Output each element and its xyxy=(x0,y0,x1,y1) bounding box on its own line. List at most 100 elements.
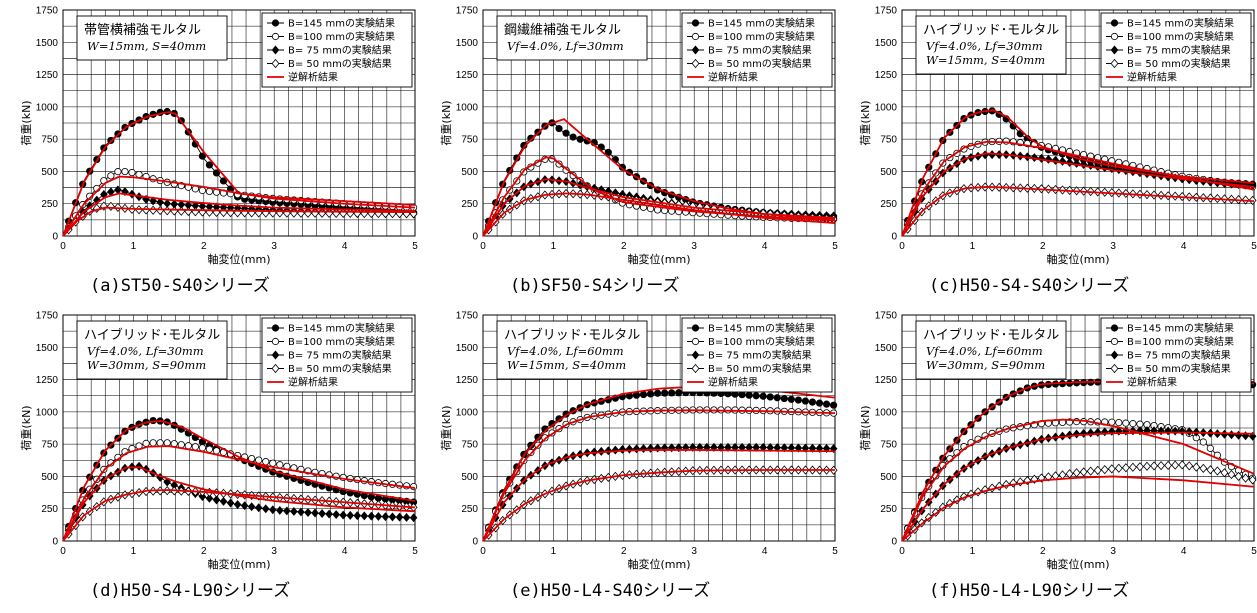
legend-label: B=100 mmの実験結果 xyxy=(1127,335,1234,348)
data-point xyxy=(1072,429,1081,439)
x-tick-label: 5 xyxy=(832,241,838,252)
x-tick-label: 3 xyxy=(271,546,277,557)
chart-panel-3: 0 1 2 3 4 5 0 250 500 750 1000 1250 1500 1750 軸変位(mm) 荷… xyxy=(858,6,1257,297)
y-axis-label: 荷重(kN) xyxy=(439,405,453,450)
data-point xyxy=(409,513,418,523)
data-point xyxy=(766,393,774,401)
data-point xyxy=(576,135,584,143)
material-box xyxy=(76,320,228,380)
x-tick-label: 1 xyxy=(551,546,557,557)
x-axis-label: 軸変位(mm) xyxy=(207,252,270,266)
legend-marker xyxy=(271,19,280,27)
y-tick-label: 1000 xyxy=(36,407,59,418)
legend-box xyxy=(261,12,413,88)
data-point xyxy=(1185,427,1194,437)
data-point xyxy=(156,439,164,447)
legend-label: B= 75 mmの実験結果 xyxy=(708,44,812,57)
data-point xyxy=(297,507,305,517)
legend-marker xyxy=(271,32,280,41)
data-point xyxy=(198,152,206,160)
x-tick-label: 2 xyxy=(1040,546,1046,557)
data-point xyxy=(1121,463,1130,473)
y-tick-label: 1750 xyxy=(456,311,479,322)
data-point xyxy=(1234,471,1243,481)
analysis-curve-2 xyxy=(482,409,836,542)
analysis-curve-1 xyxy=(901,109,1255,237)
data-point xyxy=(1086,161,1095,171)
data-point xyxy=(1227,469,1236,480)
x-tick-label: 2 xyxy=(201,241,207,252)
x-tick-label: 2 xyxy=(621,241,627,252)
legend-label: B=100 mmの実験結果 xyxy=(288,335,395,348)
data-point xyxy=(205,493,214,503)
data-point xyxy=(1171,460,1180,470)
x-axis-label: 軸変位(mm) xyxy=(1046,557,1109,571)
data-point xyxy=(142,439,150,447)
x-tick-label: 1 xyxy=(551,241,557,252)
data-point xyxy=(773,394,781,402)
data-point xyxy=(562,129,570,137)
data-point xyxy=(247,502,256,512)
data-point xyxy=(114,168,122,176)
data-point xyxy=(1178,426,1186,436)
x-tick-label: 1 xyxy=(131,241,137,252)
y-tick-label: 750 xyxy=(461,440,478,451)
chart-panel-5: 0 1 2 3 4 5 0 250 500 750 1000 1250 1500 1750 軸変位(mm) 荷… xyxy=(439,311,838,602)
analysis-curve-3 xyxy=(62,192,416,237)
data-point xyxy=(233,500,242,509)
analysis-curve-4 xyxy=(482,469,835,542)
legend-marker xyxy=(691,45,700,55)
y-tick-label: 500 xyxy=(461,167,478,178)
y-tick-label: 250 xyxy=(461,504,478,515)
analysis-curve-4 xyxy=(901,475,1255,542)
data-point xyxy=(604,148,612,156)
data-point xyxy=(1206,465,1215,475)
y-tick-label: 500 xyxy=(880,167,897,178)
data-point xyxy=(276,461,284,469)
data-point xyxy=(1129,420,1137,428)
data-point xyxy=(668,389,676,397)
data-point xyxy=(346,510,355,520)
data-point xyxy=(318,509,326,518)
y-tick-label: 1250 xyxy=(456,70,479,81)
legend-marker xyxy=(271,324,280,332)
legend-box xyxy=(1100,317,1252,393)
data-point xyxy=(1199,463,1208,474)
material-params: W=30mm, S=90mm xyxy=(926,358,1045,372)
x-tick-label: 0 xyxy=(60,546,66,557)
legend-marker xyxy=(691,324,700,332)
data-point xyxy=(808,398,817,406)
data-point xyxy=(1079,467,1088,477)
legend-label: B= 50 mmの実験結果 xyxy=(1127,57,1231,70)
data-point xyxy=(304,508,312,517)
data-point xyxy=(226,498,235,508)
legend-label: B=145 mmの実験結果 xyxy=(708,322,815,335)
material-name: 鋼繊維補強モルタル xyxy=(504,22,621,38)
data-point xyxy=(1220,468,1229,478)
data-point xyxy=(121,187,129,197)
legend-box xyxy=(681,317,833,393)
legend-marker xyxy=(271,363,280,374)
data-point xyxy=(205,445,214,453)
y-tick-label: 0 xyxy=(472,537,478,548)
data-point xyxy=(325,509,333,519)
y-tick-label: 250 xyxy=(880,504,897,515)
data-point xyxy=(1128,462,1137,472)
x-tick-label: 3 xyxy=(1110,241,1116,252)
data-point xyxy=(212,495,221,505)
data-point xyxy=(801,397,810,405)
data-point xyxy=(1248,475,1257,485)
y-tick-label: 1500 xyxy=(36,38,59,49)
data-point xyxy=(1157,461,1165,471)
data-point xyxy=(121,167,129,176)
y-axis-label: 荷重(kN) xyxy=(439,100,453,145)
x-tick-label: 4 xyxy=(1181,546,1187,557)
y-tick-label: 500 xyxy=(880,472,897,483)
data-point xyxy=(92,203,101,213)
material-name: ハイブリッド･モルタル xyxy=(923,327,1059,343)
analysis-curve-4 xyxy=(62,489,416,542)
y-tick-label: 0 xyxy=(52,232,58,243)
legend-marker xyxy=(691,337,700,346)
legend-marker xyxy=(271,350,280,360)
